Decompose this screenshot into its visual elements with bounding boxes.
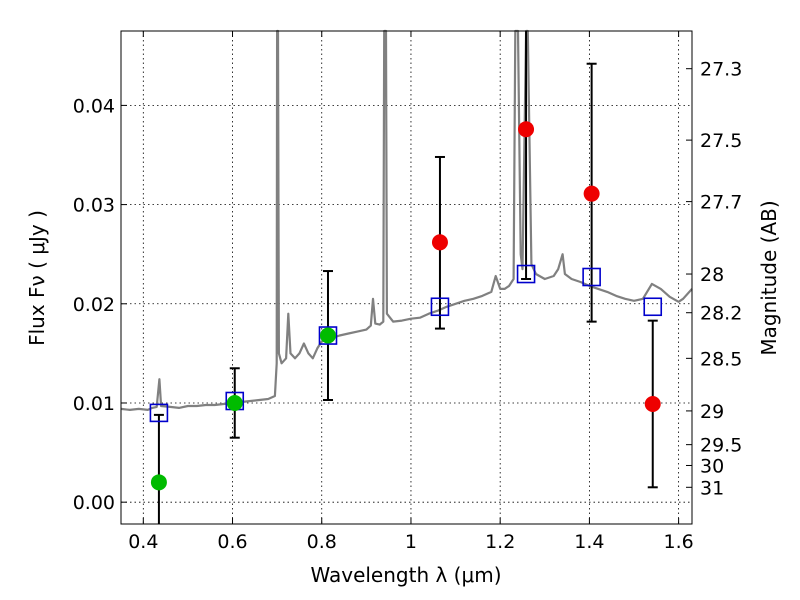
right-tick-label: 29 — [700, 401, 724, 423]
model-square-marker — [643, 297, 663, 317]
right-tick-label: 29.5 — [700, 435, 742, 457]
right-tick-label: 27.5 — [700, 130, 742, 152]
right-tick-label: 28.2 — [700, 303, 742, 325]
x-tick-label: 0.4 — [128, 531, 158, 553]
x-tick-label: 1.4 — [574, 531, 604, 553]
y-axis-right-title: Magnitude (AB) — [757, 200, 781, 355]
y-tick-label: 0.00 — [73, 492, 115, 514]
right-tick-label: 30 — [700, 455, 724, 477]
error-bars — [153, 31, 658, 524]
y-tick-label: 0.04 — [73, 95, 115, 117]
observed-photometry-series — [150, 121, 661, 491]
tick-labels: 0.4 0.6 0.8 1 1.2 1.4 1.6 0.00 0.01 0.02 0.03 0.04 2… — [73, 59, 743, 553]
model-square-marker — [430, 297, 450, 317]
y-tick-label: 0.01 — [73, 393, 115, 415]
undetected-point-marker — [583, 185, 600, 202]
model-photometry-series — [149, 264, 663, 423]
undetected-point-marker — [644, 395, 661, 412]
right-tick-label: 28.5 — [700, 348, 742, 370]
x-tick-label: 1.2 — [485, 531, 515, 553]
axis-ticks — [121, 31, 692, 524]
model-square-marker — [582, 267, 601, 287]
y-tick-label: 0.02 — [73, 294, 115, 316]
right-tick-label: 31 — [700, 477, 724, 499]
detected-point-marker — [319, 327, 336, 344]
x-tick-label: 1 — [405, 531, 417, 553]
plot-frame — [120, 30, 693, 525]
right-tick-label: 28 — [700, 264, 724, 286]
model-square-marker — [516, 264, 536, 284]
y-axis-title: Flux Fν ( μJy ) — [25, 210, 49, 346]
spectrum-line — [120, 29, 693, 411]
y-tick-label: 0.03 — [73, 195, 115, 217]
undetected-point-marker — [431, 234, 448, 251]
right-tick-label: 27.3 — [700, 59, 742, 81]
model-square-marker — [318, 326, 338, 345]
detected-point-marker — [226, 394, 243, 411]
detected-point-marker — [150, 474, 167, 491]
spectrum-series — [120, 29, 693, 411]
x-tick-label: 0.8 — [307, 531, 337, 553]
right-tick-label: 27.7 — [700, 192, 742, 214]
x-tick-label: 0.6 — [217, 531, 247, 553]
x-axis-title: Wavelength λ (μm) — [310, 563, 501, 587]
x-tick-label: 1.6 — [664, 531, 694, 553]
grid — [121, 31, 692, 524]
model-square-marker — [149, 403, 169, 423]
undetected-point-marker — [518, 121, 535, 138]
